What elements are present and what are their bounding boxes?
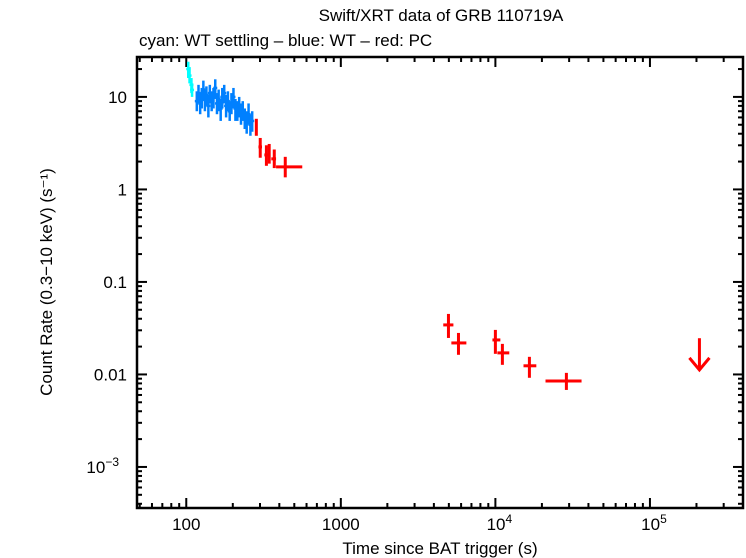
- x-tick-label: 100: [172, 515, 200, 534]
- chart-subtitle: cyan: WT settling – blue: WT – red: PC: [139, 31, 432, 50]
- y-tick-label: 10−3: [86, 455, 119, 477]
- x-tick-label: 1000: [322, 515, 360, 534]
- x-tick-label: 105: [641, 512, 667, 534]
- y-axis-label: Count Rate (0.3−10 keV) (s⁻¹): [37, 168, 56, 396]
- y-tick-label: 0.01: [94, 365, 127, 384]
- chart-title: Swift/XRT data of GRB 110719A: [319, 6, 564, 25]
- y-tick-label: 10: [108, 88, 127, 107]
- axis-ticks: 100 1000 104 105 10 1 0.1 0.01 10−3: [86, 57, 744, 534]
- upper-limit-arrowhead: [688, 356, 711, 373]
- x-tick-label: 104: [487, 512, 513, 534]
- plot-frame: [135, 55, 745, 510]
- y-tick-label: 0.1: [103, 273, 127, 292]
- y-tick-label: 1: [118, 180, 127, 199]
- data-marks: [186, 61, 711, 390]
- x-axis-label: Time since BAT trigger (s): [342, 539, 537, 558]
